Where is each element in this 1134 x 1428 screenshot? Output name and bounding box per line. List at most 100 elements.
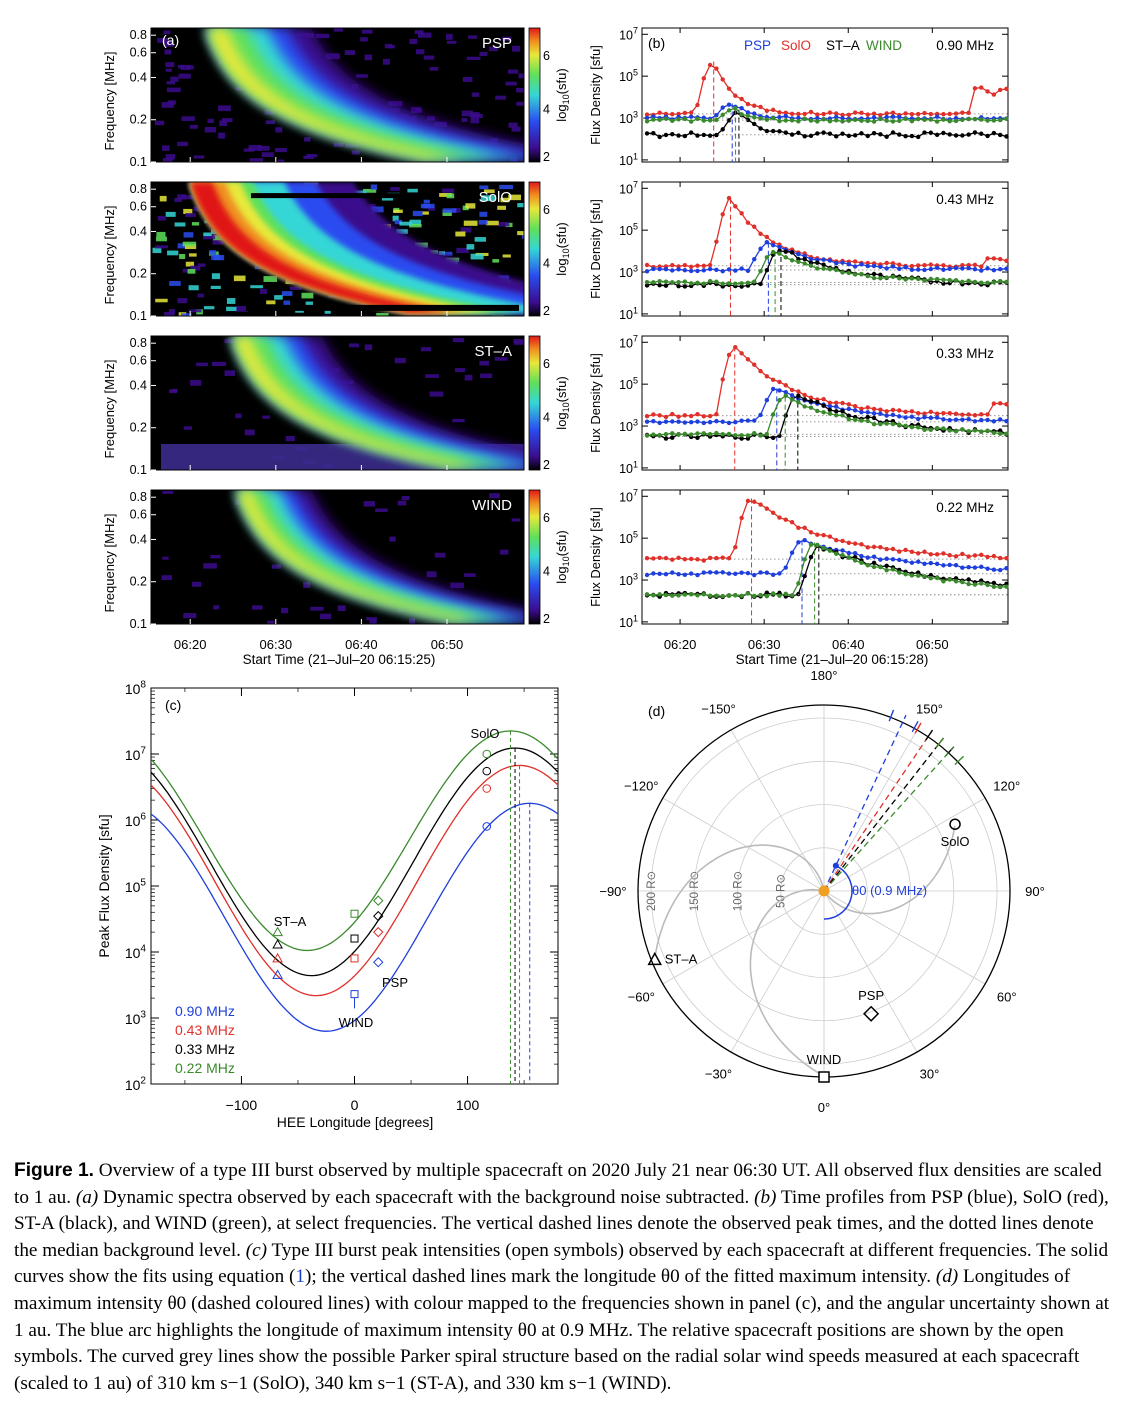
sta-data-point [815,399,820,405]
equation-link[interactable]: 1 [295,1266,305,1288]
fit-curves [151,730,558,1032]
radius-label: 150 R⊙ [689,871,701,911]
noise-pixel [165,154,175,160]
noise-pixel [360,37,368,42]
y-axis-label: Frequency [MHz] [102,206,117,305]
solo-data-point [676,555,681,561]
noise-pixel [349,343,360,348]
noise-pixel [156,231,166,237]
sta-data-point [714,132,719,138]
sta-data-point [783,249,788,254]
wind-data-point [663,592,669,598]
sta-data-point [682,284,688,289]
legend-entry: ST–A [826,38,860,53]
wind-data-point [670,280,675,285]
burst-layer [237,490,524,621]
sta-data-point [695,133,700,138]
psp-data-point [941,267,946,272]
wind-data-point [701,592,706,597]
wind-data-point [783,393,788,398]
noise-pixel [277,159,285,162]
wind-data-point [840,270,845,275]
noise-pixel [333,142,344,147]
noise-pixel [211,361,226,366]
psp-data-point [840,260,845,265]
solo-data-point [657,555,662,561]
sta-data-point [644,283,650,288]
wind-data-point [796,119,801,124]
sta-data-point [802,573,807,579]
noise-pixel [362,188,377,193]
wind-data-point [941,277,946,283]
wind-data-point [657,592,662,597]
psp-data-point [651,266,656,272]
burst-layer [233,336,524,467]
uncertainty-tick [911,720,919,733]
wind-data-point [928,427,934,432]
noise-pixel [497,205,507,210]
solo-marker [949,818,961,830]
solo-data-point [808,395,814,400]
sta-data-point [991,580,997,586]
wind-data-point [733,106,738,111]
colorbar [528,181,541,317]
caption-text-c2: ); the vertical dashed lines mark the lo… [304,1266,936,1288]
noise-pixel [289,286,302,290]
solo-data-point [764,374,770,379]
solo-data-point [720,377,725,382]
wind-data-point [960,427,965,432]
wind-data-point [777,593,782,598]
noise-pixel [182,268,189,273]
solo-data-point [827,534,833,539]
noise-pixel [177,298,188,304]
solo-data-point [852,541,858,546]
noise-pixel [161,575,173,581]
noise-pixel [213,605,220,610]
wind-data-point [903,277,908,282]
solo-data-point [947,111,952,117]
noise-pixel [161,102,174,108]
sta-data-point [966,132,971,137]
noise-pixel [502,254,511,258]
noise-pixel [507,69,519,74]
solo-data-point [1004,556,1009,561]
y-tick-label: 105 [619,68,638,85]
wind-data-point [941,579,946,584]
radius-label: 100 R⊙ [732,871,744,911]
sta-data-point [966,577,971,582]
noise-pixel [452,208,461,213]
psp-data-point [726,267,732,272]
noise-pixel [442,210,452,217]
noise-pixel [333,315,348,316]
psp-data-point [852,264,858,269]
solo-data-point [865,545,870,550]
caption-c-label: (c) [245,1239,268,1261]
y-tick-label: 105 [619,222,638,239]
noise-pixel [489,493,500,499]
psp-data-point [777,571,782,576]
solo-data-point [916,551,921,556]
psp-data-point [714,418,719,424]
colorbar-tick-label: 2 [543,150,550,164]
wind-data-point [815,266,820,271]
solo-data-point [796,111,801,117]
legend-entry: WIND [866,38,902,53]
noise-pixel [463,220,478,226]
wind-data-point [884,275,889,280]
solo-data-point [890,407,896,413]
solo-symbol [482,749,492,759]
wind-data-point [670,593,675,598]
angle-label: 60° [997,990,1017,1005]
noise-pixel [371,206,384,213]
y-tick-label: 0.1 [130,463,147,477]
psp-data-point [934,415,940,420]
wind-data-point [1004,279,1009,285]
wind-data-point [922,427,927,433]
uncertainty-tick [954,755,965,766]
wind-data-point [764,255,770,260]
y-axis-label: Frequency [MHz] [102,360,117,459]
solo-data-point [903,409,908,414]
x-tick-label: 06:50 [916,637,949,652]
noise-pixel [452,338,465,343]
solo-data-point [903,547,908,553]
